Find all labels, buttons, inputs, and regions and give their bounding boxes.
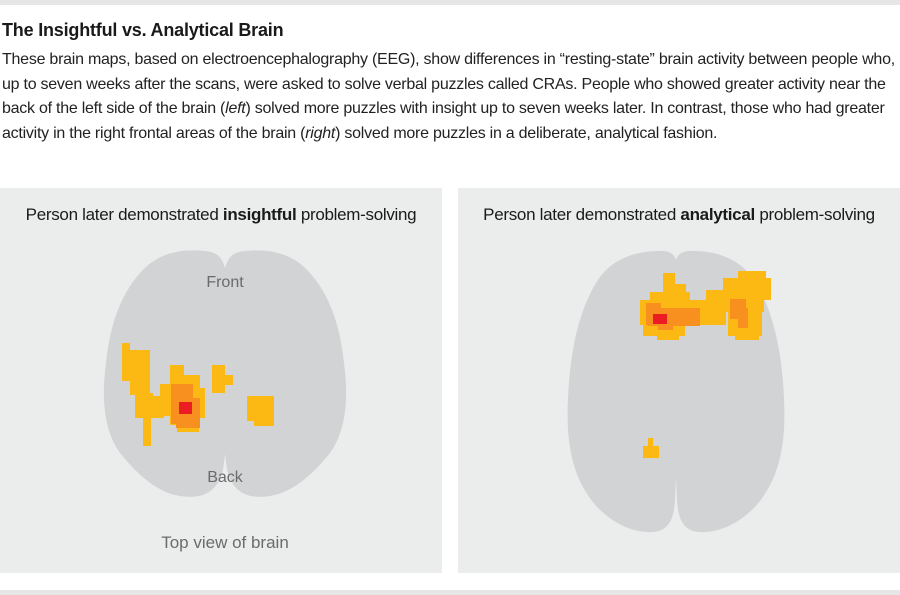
brain-map-analytical xyxy=(567,250,785,533)
desc-italic-right: right xyxy=(305,124,336,142)
brain-map-insightful xyxy=(103,250,347,497)
figure-description: These brain maps, based on electroenceph… xyxy=(2,48,898,146)
desc-text-1: These brain maps, based on electroenceph… xyxy=(2,51,895,117)
desc-text-2: ) solved more puzzles with insight up to… xyxy=(2,100,885,142)
activity-high-region xyxy=(179,402,192,414)
title-bold: insightful xyxy=(222,205,297,224)
insightful-panel-title: Person later demonstrated insightful pro… xyxy=(0,205,442,225)
top-rule xyxy=(0,0,900,5)
analytical-panel-title: Person later demonstrated analytical pro… xyxy=(458,205,900,225)
analytical-panel: Person later demonstrated analytical pro… xyxy=(458,188,900,573)
front-label: Front xyxy=(206,274,244,291)
title-suffix: problem-solving xyxy=(754,205,875,224)
insightful-panel: Person later demonstrated insightful pro… xyxy=(0,188,442,573)
figure-title: The Insightful vs. Analytical Brain xyxy=(2,20,284,40)
brain-view-caption: Top view of brain xyxy=(161,533,289,552)
back-label: Back xyxy=(207,469,243,486)
desc-italic-left: left xyxy=(225,100,246,117)
title-prefix: Person later demonstrated xyxy=(25,205,223,224)
title-prefix: Person later demonstrated xyxy=(483,205,681,224)
activity-high-region xyxy=(653,314,667,324)
title-suffix: problem-solving xyxy=(296,205,417,224)
title-bold: analytical xyxy=(680,205,755,224)
desc-text-3: ) solved more puzzles in a deliberate, a… xyxy=(335,124,718,142)
bottom-rule xyxy=(0,590,900,595)
